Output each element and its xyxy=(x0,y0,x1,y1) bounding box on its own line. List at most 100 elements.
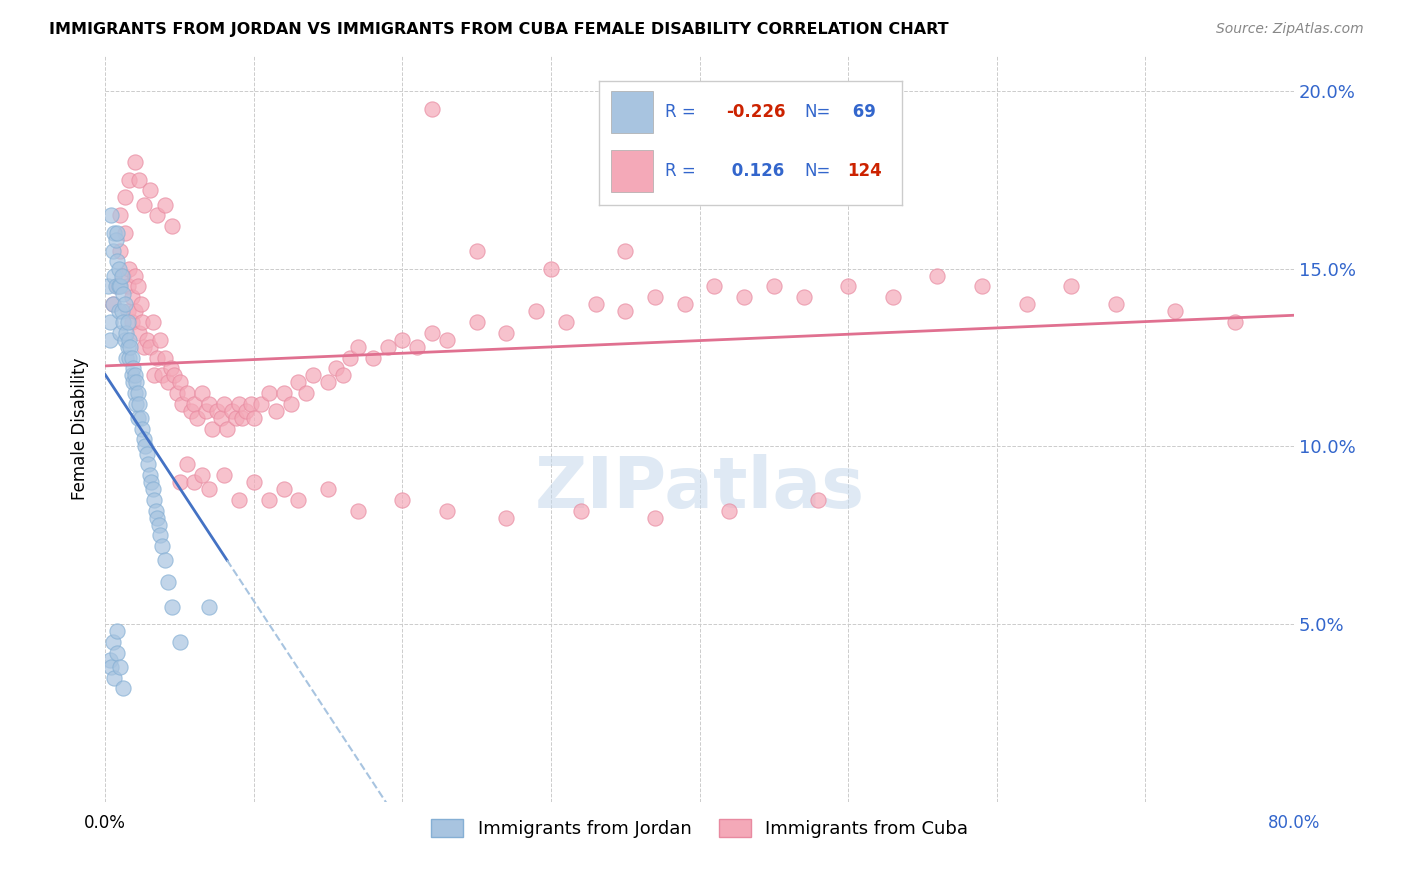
Point xyxy=(243,475,266,489)
Point xyxy=(287,376,309,390)
Point xyxy=(105,279,128,293)
Point xyxy=(117,279,139,293)
Point xyxy=(139,467,162,482)
Point xyxy=(186,411,208,425)
Point xyxy=(107,304,129,318)
Point xyxy=(239,397,262,411)
Point xyxy=(112,268,135,283)
Point xyxy=(228,492,250,507)
Point xyxy=(149,528,172,542)
Point xyxy=(124,368,146,383)
Point xyxy=(108,326,131,340)
Point xyxy=(121,290,143,304)
Point xyxy=(128,397,150,411)
Point xyxy=(160,599,183,614)
Point xyxy=(644,510,666,524)
Point xyxy=(108,208,131,222)
Point xyxy=(273,386,295,401)
Point xyxy=(280,397,302,411)
Point xyxy=(215,422,238,436)
Point xyxy=(146,510,169,524)
Point xyxy=(110,304,132,318)
Point xyxy=(112,681,135,696)
Point xyxy=(135,333,157,347)
Point xyxy=(143,368,166,383)
Point xyxy=(97,279,120,293)
Point xyxy=(465,244,488,258)
Point xyxy=(115,326,138,340)
Point xyxy=(377,340,399,354)
Point xyxy=(150,539,173,553)
Point xyxy=(793,290,815,304)
Point xyxy=(105,254,128,268)
Point xyxy=(176,386,198,401)
Point xyxy=(125,397,148,411)
Point xyxy=(118,261,141,276)
Point xyxy=(160,219,183,233)
Point xyxy=(495,510,517,524)
Point xyxy=(114,333,136,347)
Point xyxy=(1164,304,1187,318)
Point xyxy=(153,197,176,211)
Point xyxy=(195,404,218,418)
Point xyxy=(554,315,576,329)
Point xyxy=(225,411,247,425)
Point xyxy=(132,340,155,354)
Point xyxy=(118,333,141,347)
Point xyxy=(391,333,413,347)
Point xyxy=(198,397,221,411)
Point xyxy=(169,475,191,489)
Point xyxy=(150,368,173,383)
Point xyxy=(316,376,339,390)
Point xyxy=(107,279,129,293)
Point xyxy=(135,447,157,461)
Point xyxy=(127,386,149,401)
Point xyxy=(540,261,562,276)
Point xyxy=(115,351,138,365)
Point xyxy=(142,315,165,329)
Point xyxy=(228,397,250,411)
Point xyxy=(108,279,131,293)
Point xyxy=(128,326,150,340)
Point xyxy=(149,333,172,347)
Point xyxy=(153,553,176,567)
Point xyxy=(569,503,592,517)
Point xyxy=(316,482,339,496)
Point xyxy=(98,653,121,667)
Point xyxy=(198,482,221,496)
Point xyxy=(107,261,129,276)
Point xyxy=(139,340,162,354)
Point xyxy=(287,492,309,507)
Legend: Immigrants from Jordan, Immigrants from Cuba: Immigrants from Jordan, Immigrants from … xyxy=(423,812,976,846)
Point xyxy=(120,340,142,354)
Point xyxy=(198,599,221,614)
Point xyxy=(295,386,318,401)
Point xyxy=(882,290,904,304)
Point xyxy=(250,397,273,411)
Text: 80.0%: 80.0% xyxy=(1268,814,1320,832)
Point xyxy=(114,226,136,240)
Point xyxy=(1060,279,1083,293)
Point xyxy=(927,268,949,283)
Text: 0.0%: 0.0% xyxy=(84,814,127,832)
Point xyxy=(837,279,859,293)
Text: ZIPatlas: ZIPatlas xyxy=(534,454,865,523)
Point xyxy=(183,475,205,489)
Point xyxy=(105,624,128,639)
Point xyxy=(205,404,228,418)
Point xyxy=(585,297,607,311)
Point xyxy=(264,404,287,418)
Point xyxy=(103,671,125,685)
Point xyxy=(436,333,458,347)
Point xyxy=(132,197,155,211)
Point xyxy=(125,376,148,390)
Point xyxy=(180,404,202,418)
Point xyxy=(436,503,458,517)
Point xyxy=(762,279,785,293)
Point xyxy=(733,290,755,304)
Point xyxy=(673,297,696,311)
Point xyxy=(406,340,429,354)
Point xyxy=(103,268,125,283)
Point xyxy=(347,503,370,517)
Y-axis label: Female Disability: Female Disability xyxy=(72,358,89,500)
